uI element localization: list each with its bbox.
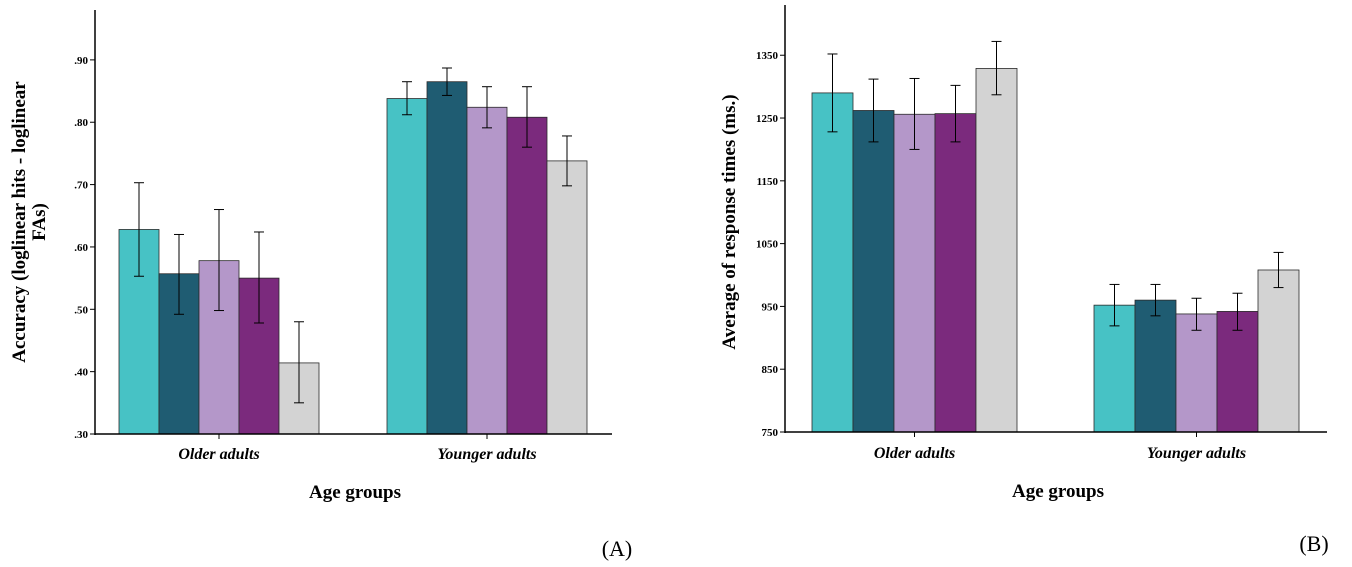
y-axis-title: Average of response times (ms.) xyxy=(719,94,740,349)
y-tick-label: 850 xyxy=(762,364,779,376)
bar-series-3-group-2 xyxy=(466,106,508,435)
x-axis-title: Age groups xyxy=(1012,481,1104,502)
y-tick-label: 1250 xyxy=(756,113,779,125)
y-tick-label: .90 xyxy=(74,55,88,67)
y-tick-label: .70 xyxy=(74,180,88,192)
x-category-label: Older adults xyxy=(178,446,259,463)
bar-series-5-group-1 xyxy=(975,68,1018,433)
y-axis-title-line: Accuracy (loglinear hits - loglinear xyxy=(9,81,30,363)
bar-series-3-group-2 xyxy=(1175,313,1218,433)
y-tick-label: 750 xyxy=(762,427,779,439)
bar-series-2-group-2 xyxy=(426,81,468,435)
y-tick-label: .80 xyxy=(74,117,88,129)
y-axis-title-line: FAs) xyxy=(29,203,50,241)
bar-series-4-group-2 xyxy=(506,116,548,435)
panel-label: (A) xyxy=(602,536,633,561)
y-tick-label: .60 xyxy=(74,242,88,254)
x-category-label: Younger adults xyxy=(437,446,536,463)
y-tick-label: .50 xyxy=(74,304,88,316)
y-tick-label: .40 xyxy=(74,367,88,379)
y-tick-label: 1050 xyxy=(756,239,779,251)
bar-series-5-group-2 xyxy=(546,160,588,435)
bar-series-1-group-1 xyxy=(811,92,854,433)
y-tick-label: 1150 xyxy=(757,176,779,188)
chart-panel-a: .30 .40 .50 .60 .70 .80 .90 Older adults Younger… xyxy=(9,10,632,561)
chart-panel-b: 750 850 950 1050 1150 1250 1350 Older adults You… xyxy=(719,5,1329,556)
x-axis-title: Age groups xyxy=(309,482,401,503)
x-category-label: Younger adults xyxy=(1147,445,1246,462)
bar-series-1-group-2 xyxy=(386,98,428,435)
y-axis-title-line: Average of response times (ms.) xyxy=(719,94,740,349)
y-tick-label: .30 xyxy=(74,429,88,441)
bar-series-4-group-1 xyxy=(934,113,977,433)
bar-series-5-group-2 xyxy=(1257,269,1300,433)
y-tick-label: 950 xyxy=(762,301,779,313)
bar-series-3-group-1 xyxy=(893,113,936,433)
y-axis-title: Accuracy (loglinear hits - loglinearFAs) xyxy=(9,81,50,363)
panel-label: (B) xyxy=(1299,531,1328,556)
bar-series-2-group-1 xyxy=(852,110,895,433)
bar-series-2-group-2 xyxy=(1134,299,1177,433)
y-tick-label: 1350 xyxy=(756,50,779,62)
x-category-label: Older adults xyxy=(874,445,955,462)
